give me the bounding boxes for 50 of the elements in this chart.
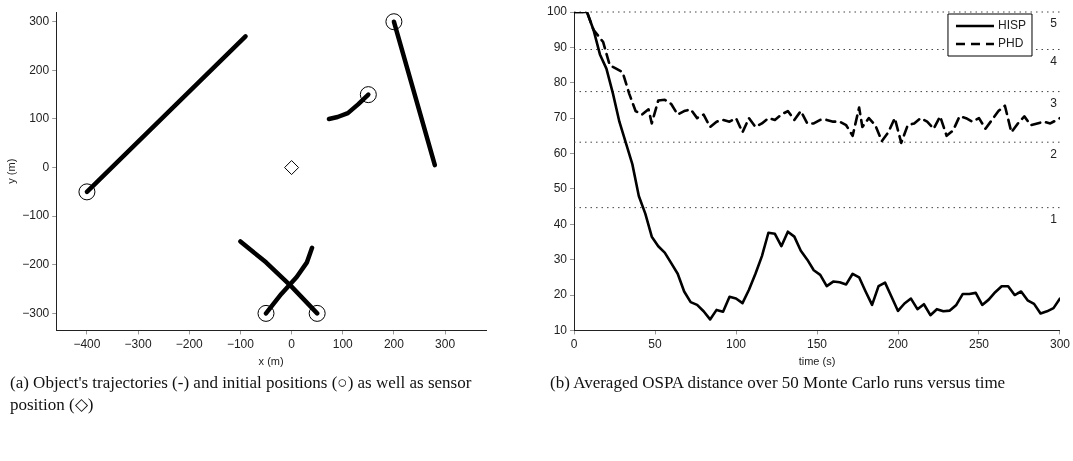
y-tick-label: 70 xyxy=(553,110,568,125)
y-tick-label: −300 xyxy=(22,305,50,320)
annotation: 1 xyxy=(1050,211,1058,226)
x-tick-label: 100 xyxy=(332,336,354,351)
text: (b) Averaged OSPA distance over 50 Monte Carlo runs versus time xyxy=(549,372,1007,394)
x-axis-title: time (s) xyxy=(798,355,836,368)
point xyxy=(257,304,275,322)
legend-label: HISP xyxy=(997,18,1026,33)
x-tick-label: −400 xyxy=(73,336,101,351)
x-tick-label: 50 xyxy=(648,336,663,351)
x-tick-label: 0 xyxy=(288,336,296,351)
x-tick-label: 200 xyxy=(887,336,909,351)
x-tick-label: 0 xyxy=(570,336,578,351)
x-tick-label: 100 xyxy=(726,336,747,351)
point xyxy=(78,183,96,201)
point xyxy=(308,304,326,322)
y-tick-label: 90 xyxy=(553,39,568,54)
x-tick-label: 300 xyxy=(1049,336,1071,351)
y-tick-label: 100 xyxy=(546,4,568,19)
y-tick-label: 100 xyxy=(29,111,50,126)
x-axis-title: x (m) xyxy=(258,355,284,368)
text: (a) Object's trajectories (-) and initial positions (○) as well as sensor position (◇) xyxy=(9,372,473,416)
legend-label: PHD xyxy=(997,36,1024,51)
y-tick-label: 10 xyxy=(553,322,568,337)
x-tick-label: 250 xyxy=(968,336,990,351)
y-tick-label: 200 xyxy=(29,62,50,77)
y-axis-title: y (m) xyxy=(4,158,17,184)
x-tick-label: 200 xyxy=(383,336,405,351)
annotation: 4 xyxy=(1050,53,1058,68)
annotation: 2 xyxy=(1050,146,1058,161)
x-tick-label: 300 xyxy=(435,336,456,351)
y-tick-label: 0 xyxy=(42,159,50,174)
annotation: 3 xyxy=(1050,95,1058,110)
y-tick-label: 30 xyxy=(553,251,568,266)
y-tick-label: 60 xyxy=(553,145,568,160)
annotation: 5 xyxy=(1050,16,1058,31)
y-tick-label: 300 xyxy=(29,14,50,29)
point xyxy=(385,13,403,31)
x-tick-label: −100 xyxy=(226,336,255,351)
y-tick-label: 80 xyxy=(553,75,568,90)
x-tick-label: −200 xyxy=(175,336,204,351)
y-tick-label: −200 xyxy=(22,257,50,272)
x-tick-label: −300 xyxy=(124,336,152,351)
x-tick-label: 150 xyxy=(806,336,828,351)
point xyxy=(284,160,300,176)
y-tick-label: 20 xyxy=(553,287,568,302)
y-tick-label: 50 xyxy=(553,181,568,196)
y-tick-label: −100 xyxy=(22,208,50,223)
y-tick-label: 40 xyxy=(553,216,568,231)
point xyxy=(359,86,377,104)
